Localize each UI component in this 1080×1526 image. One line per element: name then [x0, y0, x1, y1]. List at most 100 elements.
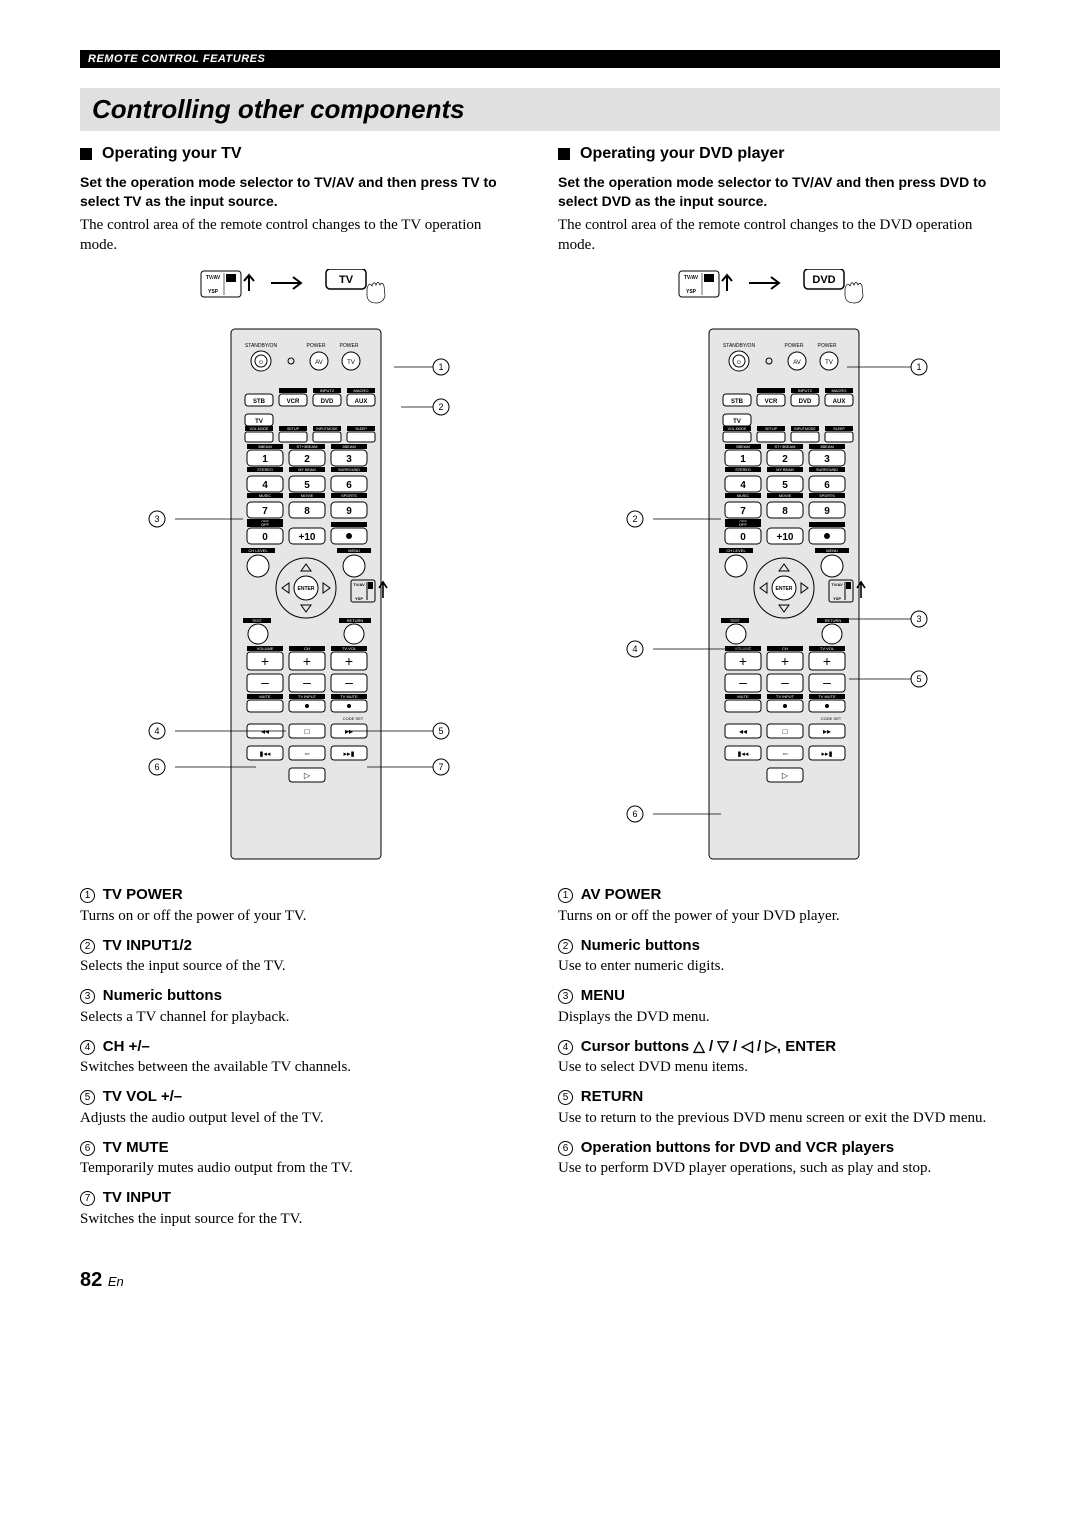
callout-number-icon: 6	[80, 1141, 95, 1156]
svg-text:2: 2	[438, 402, 443, 412]
right-column: Operating your DVD player Set the operat…	[558, 145, 1000, 1239]
svg-text:▸▸: ▸▸	[823, 727, 831, 736]
svg-text:TV INPUT: TV INPUT	[298, 694, 317, 699]
left-heading: Operating your TV	[80, 145, 522, 163]
svg-text:+: +	[781, 653, 789, 669]
callout-number-icon: 3	[80, 989, 95, 1004]
feature-desc: Switches between the available TV channe…	[80, 1059, 351, 1075]
svg-text:ST+3BEAM: ST+3BEAM	[296, 444, 317, 449]
svg-text:⏻: ⏻	[737, 360, 741, 366]
svg-text:▸▸: ▸▸	[345, 727, 353, 736]
svg-text:2: 2	[304, 454, 310, 465]
callout-number-icon: 2	[80, 939, 95, 954]
svg-text:STEREO: STEREO	[257, 468, 273, 472]
svg-text:STEREO: STEREO	[735, 468, 751, 472]
svg-text:⏻: ⏻	[259, 360, 263, 366]
svg-text:YSP: YSP	[355, 596, 363, 601]
feature-item: 3 Numeric buttons Selects a TV channel fo…	[80, 986, 522, 1027]
svg-text:CH: CH	[782, 646, 788, 651]
svg-text:1: 1	[438, 362, 443, 372]
svg-text:3: 3	[824, 454, 830, 465]
header-section-label: REMOTE CONTROL FEATURES	[80, 50, 1000, 68]
svg-text:MUSIC: MUSIC	[259, 494, 271, 498]
svg-text:TV: TV	[733, 419, 741, 425]
feature-label: Cursor buttons △ / ▽ / ◁ / ▷, ENTER	[581, 1038, 836, 1055]
svg-text:4: 4	[154, 726, 159, 736]
right-intro-body: The control area of the remote control c…	[558, 215, 1000, 256]
svg-text:7: 7	[438, 762, 443, 772]
svg-text:YSP: YSP	[208, 289, 219, 295]
feature-desc: Adjusts the audio output level of the TV…	[80, 1110, 324, 1126]
callout-number-icon: 5	[558, 1090, 573, 1105]
svg-text:TV: TV	[825, 360, 833, 366]
feature-desc: Switches the input source for the TV.	[80, 1211, 302, 1227]
callout-number-icon: 6	[558, 1141, 573, 1156]
svg-text:SURROUND: SURROUND	[338, 468, 360, 472]
svg-text:–: –	[261, 674, 269, 690]
svg-text:CH: CH	[304, 646, 310, 651]
page-title: Controlling other components	[80, 88, 1000, 131]
svg-text:CODE SET: CODE SET	[343, 716, 364, 721]
feature-desc: Use to select DVD menu items.	[558, 1059, 748, 1075]
svg-text:4: 4	[632, 644, 637, 654]
svg-text:TV/AV: TV/AV	[353, 582, 365, 587]
svg-text:SURROUND: SURROUND	[816, 468, 838, 472]
svg-text:POWER: POWER	[307, 343, 326, 349]
feature-label: TV INPUT1/2	[103, 937, 192, 954]
svg-text:TV: TV	[347, 360, 355, 366]
svg-text:–: –	[345, 674, 353, 690]
svg-text:5BEAM: 5BEAM	[736, 444, 750, 449]
svg-text:□: □	[783, 727, 788, 736]
feature-desc: Displays the DVD menu.	[558, 1009, 710, 1025]
svg-text:AV: AV	[315, 360, 323, 366]
feature-desc: Selects a TV channel for playback.	[80, 1009, 289, 1025]
left-intro-bold: Set the operation mode selector to TV/AV…	[80, 173, 522, 211]
svg-text:SETUP: SETUP	[287, 427, 300, 431]
svg-text:SPORTS: SPORTS	[341, 494, 357, 498]
svg-text:+: +	[303, 653, 311, 669]
svg-text:TV: TV	[339, 274, 354, 286]
svg-text:MACRO: MACRO	[832, 388, 847, 393]
svg-text:STANDBY/ON: STANDBY/ON	[723, 343, 756, 349]
svg-text:OFF: OFF	[261, 522, 270, 527]
svg-text:MY BEAM: MY BEAM	[776, 468, 793, 472]
svg-text:1: 1	[262, 454, 268, 465]
svg-text:CODE SET: CODE SET	[821, 716, 842, 721]
feature-label: TV VOL +/–	[103, 1088, 182, 1105]
svg-text:TV INPUT: TV INPUT	[776, 694, 795, 699]
svg-text:VOLUME: VOLUME	[735, 646, 752, 651]
svg-text:VCR: VCR	[287, 399, 300, 405]
feature-desc: Temporarily mutes audio output from the …	[80, 1160, 353, 1176]
svg-text:9: 9	[346, 506, 352, 517]
svg-text:STB: STB	[253, 399, 266, 405]
svg-text:ST+3BEAM: ST+3BEAM	[774, 444, 795, 449]
svg-text:INPUTMODE: INPUTMODE	[316, 427, 338, 431]
svg-text:VCR: VCR	[765, 399, 778, 405]
svg-text:TV MUTE: TV MUTE	[818, 694, 836, 699]
svg-text:▸▸▮: ▸▸▮	[822, 751, 833, 758]
svg-text:–: –	[823, 674, 831, 690]
feature-item: 5 RETURNUse to return to the previous DV…	[558, 1087, 1000, 1128]
svg-text:–: –	[781, 674, 789, 690]
svg-text:+: +	[345, 653, 353, 669]
svg-text:□: □	[305, 727, 310, 736]
svg-text:8: 8	[782, 506, 788, 517]
svg-text:AV: AV	[793, 360, 801, 366]
svg-text:▫▫: ▫▫	[305, 751, 310, 758]
svg-text:MUTE: MUTE	[259, 694, 271, 699]
svg-text:MACRO: MACRO	[354, 388, 369, 393]
svg-text:POWER: POWER	[818, 343, 837, 349]
svg-text:◂◂: ◂◂	[739, 727, 747, 736]
feature-label: Numeric buttons	[103, 987, 222, 1004]
svg-text:DVD: DVD	[799, 399, 812, 405]
feature-item: 2 TV INPUT1/2Selects the input source of…	[80, 936, 522, 977]
feature-item: 7 TV INPUTSwitches the input source for …	[80, 1188, 522, 1229]
callout-number-icon: 4	[80, 1040, 95, 1055]
svg-text:ENTER: ENTER	[298, 586, 315, 592]
svg-text:MENU: MENU	[826, 548, 838, 553]
svg-text:▷: ▷	[304, 771, 311, 780]
svg-text:▷: ▷	[782, 771, 789, 780]
svg-text:3: 3	[916, 614, 921, 624]
callout-number-icon: 1	[558, 888, 573, 903]
feature-label: TV POWER	[103, 886, 183, 903]
